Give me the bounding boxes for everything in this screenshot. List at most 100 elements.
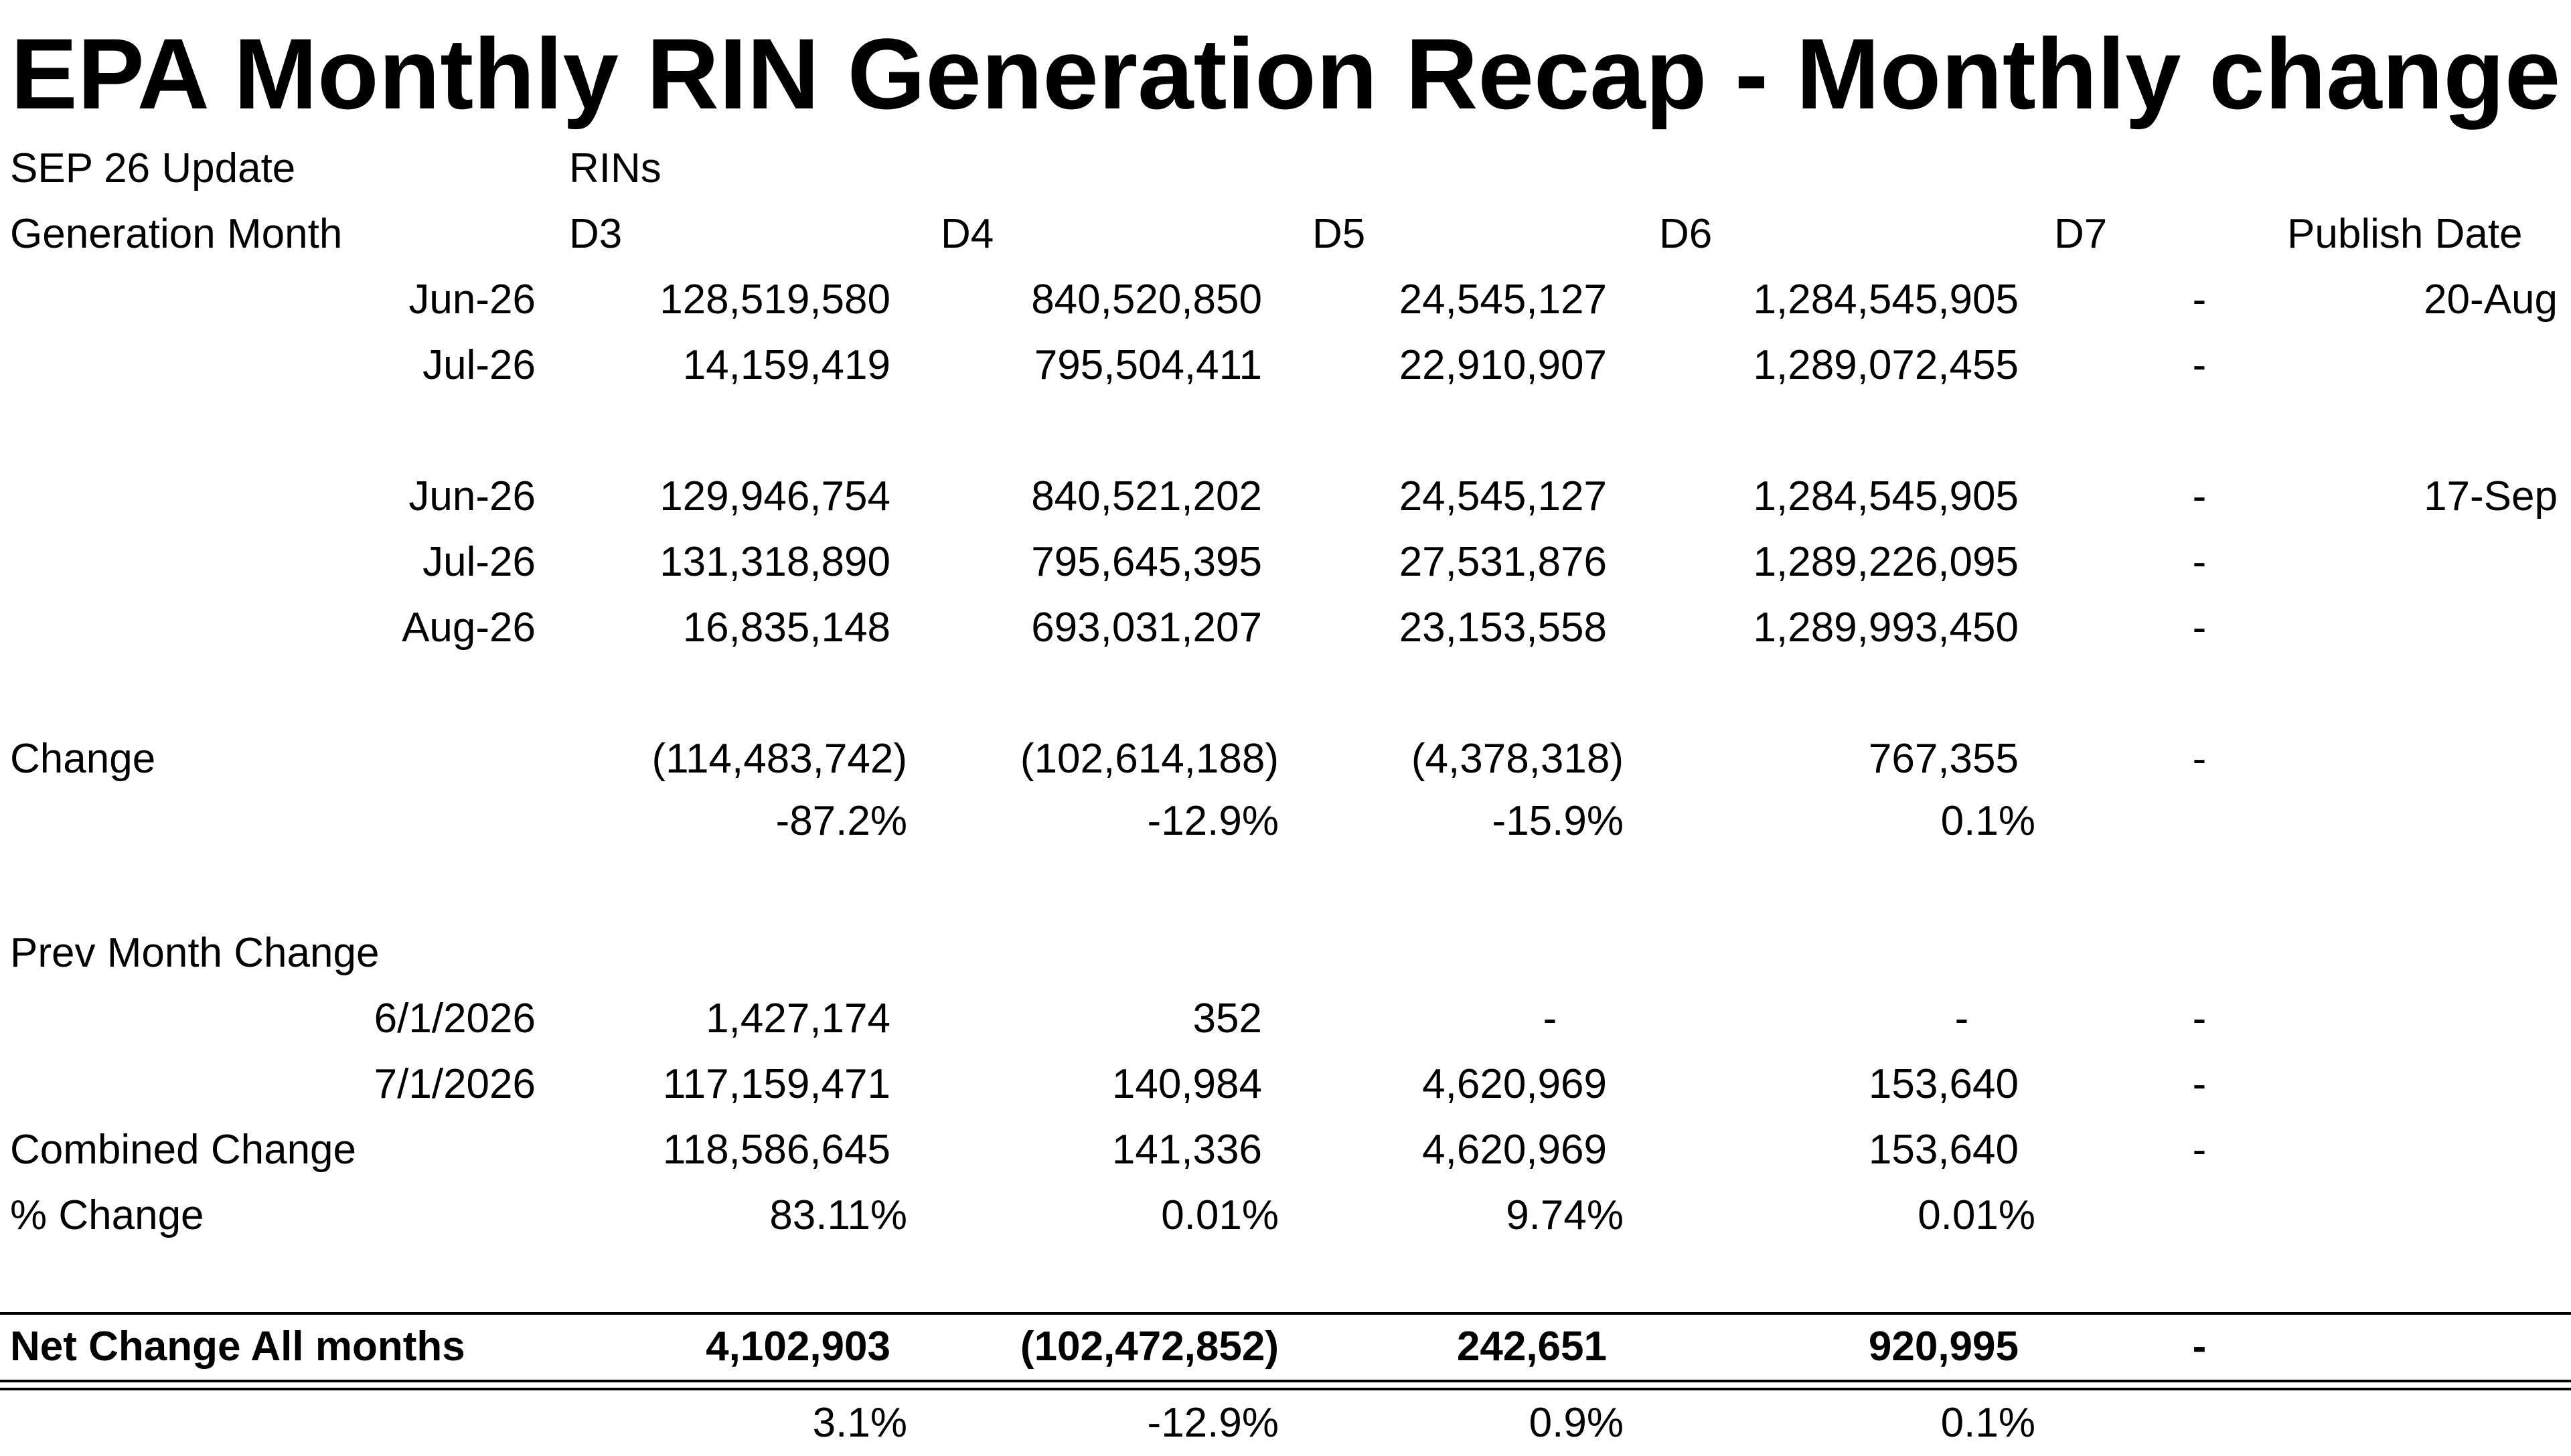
value-d3: 131,318,890 (659, 539, 890, 585)
value-d7: - (2192, 539, 2207, 585)
value-d4: 693,031,207 (1031, 604, 1262, 651)
value-d6: 153,640 (1868, 1061, 2019, 1107)
table-row: 6/1/2026 1,427,174 352 - - - (0, 986, 2571, 1052)
page-title: EPA Monthly RIN Generation Recap - Month… (10, 17, 2561, 130)
value-d3: 14,159,419 (682, 342, 890, 388)
col-header-d7: D7 (2054, 211, 2108, 257)
net-change-row: Net Change All months 4,102,903 (102,472… (0, 1314, 2571, 1380)
table-row: Jun-26 129,946,754 840,521,202 24,545,12… (0, 464, 2571, 530)
pct-d3: 3.1% (812, 1400, 907, 1446)
header-row-columns: Generation Month D3 D4 D5 D6 D7 Publish … (0, 201, 2571, 267)
value-d6: 1,289,226,095 (1753, 539, 2019, 585)
value-d6: 153,640 (1868, 1127, 2019, 1173)
value-d7: - (2192, 736, 2207, 782)
col-header-d5: D5 (1312, 211, 1366, 257)
double-border-line-2 (0, 1388, 2571, 1390)
publish-date: 17-Sep (2424, 473, 2558, 519)
value-d4: (102,614,188) (1020, 736, 1279, 782)
combined-change-label: Combined Change (10, 1127, 357, 1173)
pct-d4: 0.01% (1161, 1192, 1279, 1238)
top-border-line (0, 1312, 2571, 1315)
header-row-update: SEP 26 Update RINs (0, 136, 2571, 201)
combined-change-row: Combined Change 118,586,645 141,336 4,62… (0, 1117, 2571, 1183)
value-d7: - (2192, 1127, 2207, 1173)
value-d6: 1,284,545,905 (1753, 473, 2019, 519)
pct-change-row: % Change 83.11% 0.01% 9.74% 0.01% (0, 1183, 2571, 1248)
value-d7: - (2192, 276, 2207, 323)
value-d5: 4,620,969 (1422, 1061, 1607, 1107)
value-d5: (4,378,318) (1411, 736, 1624, 782)
net-change-label: Net Change All months (10, 1323, 465, 1370)
net-change-pct-row: 3.1% -12.9% 0.9% 0.1% (0, 1390, 2571, 1456)
value-d4: (102,472,852) (1020, 1323, 1279, 1370)
value-d3: 129,946,754 (659, 473, 890, 519)
pct-d6: 0.1% (1940, 798, 2035, 844)
value-d6: 767,355 (1868, 736, 2019, 782)
prev-month-date: 6/1/2026 (374, 995, 536, 1042)
value-d4: 795,645,395 (1031, 539, 1262, 585)
value-d3: 16,835,148 (682, 604, 890, 651)
pct-d6: 0.1% (1940, 1400, 2035, 1446)
value-d3: 118,586,645 (662, 1127, 890, 1173)
value-d5: 24,545,127 (1399, 473, 1607, 519)
generation-month: Jun-26 (408, 276, 536, 323)
value-d5: 4,620,969 (1422, 1127, 1607, 1173)
rins-label: RINs (569, 145, 661, 191)
table-row: Aug-26 16,835,148 693,031,207 23,153,558… (0, 595, 2571, 661)
generation-month: Jul-26 (422, 342, 536, 388)
value-d7: - (2192, 1061, 2207, 1107)
col-header-d6: D6 (1659, 211, 1713, 257)
value-d7: - (2192, 473, 2207, 519)
prev-month-change-label: Prev Month Change (10, 930, 380, 976)
table-row: 7/1/2026 117,159,471 140,984 4,620,969 1… (0, 1052, 2571, 1117)
value-d6: - (1954, 995, 1969, 1042)
prev-month-date: 7/1/2026 (374, 1061, 536, 1107)
value-d4: 352 (1192, 995, 1262, 1042)
value-d3: 1,427,174 (706, 995, 890, 1042)
pct-d3: 83.11% (769, 1192, 907, 1238)
pct-d5: 9.74% (1506, 1192, 1624, 1238)
value-d5: 22,910,907 (1399, 342, 1607, 388)
pct-d4: -12.9% (1147, 1400, 1279, 1446)
generation-month: Aug-26 (402, 604, 536, 651)
col-header-d3: D3 (569, 211, 623, 257)
value-d4: 795,504,411 (1034, 342, 1262, 388)
value-d5: 27,531,876 (1399, 539, 1607, 585)
generation-month-label: Generation Month (10, 211, 343, 257)
col-header-publish-date: Publish Date (2287, 211, 2523, 257)
value-d5: 23,153,558 (1399, 604, 1607, 651)
change-row: Change (114,483,742) (102,614,188) (4,37… (0, 726, 2571, 792)
value-d5: - (1543, 995, 1557, 1042)
value-d3: (114,483,742) (651, 736, 907, 782)
col-header-d4: D4 (941, 211, 994, 257)
pct-d6: 0.01% (1918, 1192, 2035, 1238)
generation-month: Jul-26 (422, 539, 536, 585)
pct-d5: 0.9% (1529, 1400, 1624, 1446)
pct-d5: -15.9% (1492, 798, 1624, 844)
value-d4: 140,984 (1111, 1061, 1262, 1107)
value-d4: 141,336 (1111, 1127, 1262, 1173)
change-label: Change (10, 736, 156, 782)
generation-month: Jun-26 (408, 473, 536, 519)
update-label: SEP 26 Update (10, 145, 296, 191)
pct-d3: -87.2% (775, 798, 907, 844)
double-border-line-1 (0, 1380, 2571, 1382)
table-row: Jul-26 14,159,419 795,504,411 22,910,907… (0, 333, 2571, 398)
value-d7: - (2192, 995, 2207, 1042)
prev-month-change-header: Prev Month Change (0, 920, 2571, 986)
value-d6: 920,995 (1868, 1323, 2019, 1370)
value-d4: 840,521,202 (1031, 473, 1262, 519)
value-d4: 840,520,850 (1031, 276, 1262, 323)
pct-change-label: % Change (10, 1192, 204, 1238)
value-d3: 128,519,580 (659, 276, 890, 323)
value-d5: 24,545,127 (1399, 276, 1607, 323)
value-d5: 242,651 (1456, 1323, 1607, 1370)
value-d3: 117,159,471 (662, 1061, 890, 1107)
table-row: Jul-26 131,318,890 795,645,395 27,531,87… (0, 530, 2571, 595)
value-d3: 4,102,903 (706, 1323, 890, 1370)
value-d6: 1,284,545,905 (1753, 276, 2019, 323)
value-d7: - (2192, 604, 2207, 651)
value-d7: - (2192, 342, 2207, 388)
pct-d4: -12.9% (1147, 798, 1279, 844)
